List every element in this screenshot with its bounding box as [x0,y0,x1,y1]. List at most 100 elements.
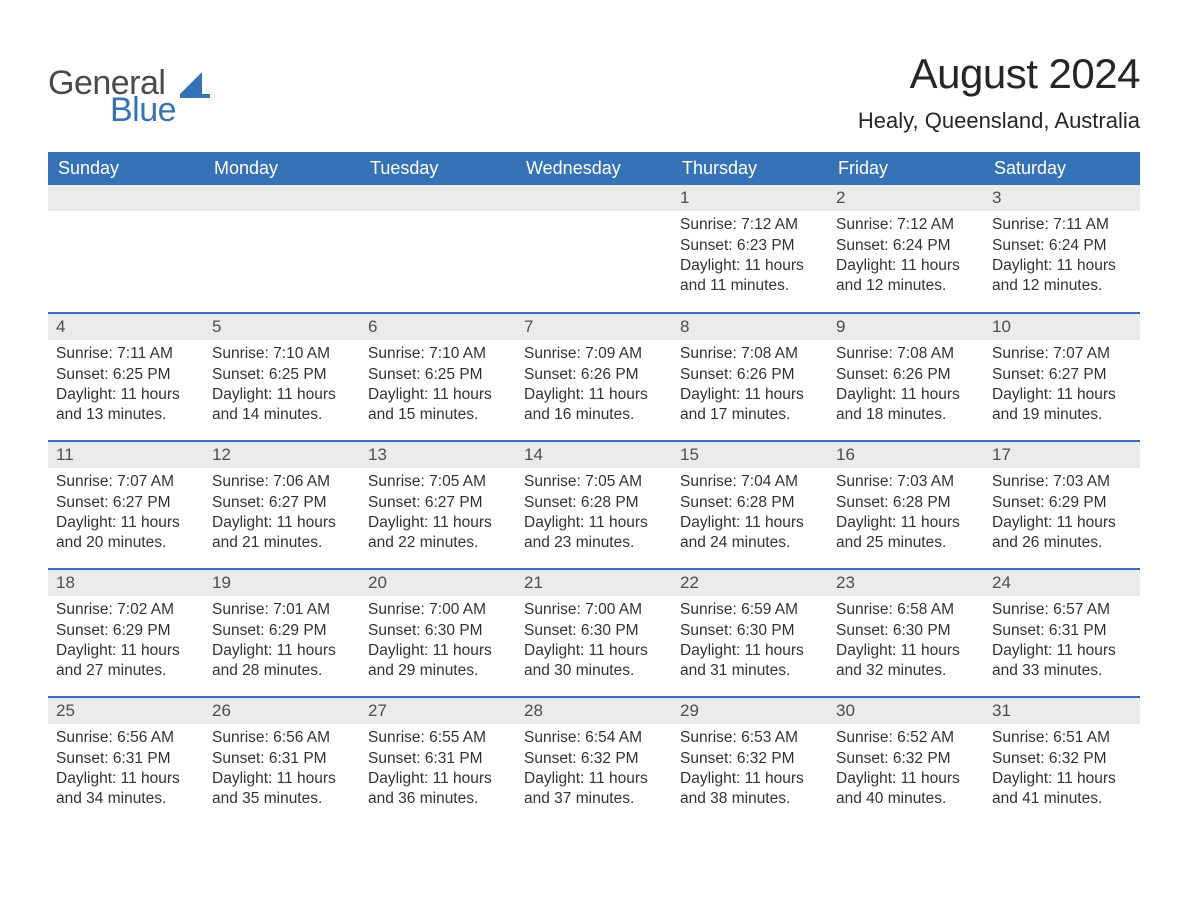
sunrise-line: Sunrise: 6:56 AM [212,728,352,748]
day-number: 25 [48,698,204,724]
day-number: 29 [672,698,828,724]
day-number: 1 [672,185,828,211]
sunset-line: Sunset: 6:30 PM [368,621,508,641]
calendar-empty-cell: . [204,185,360,313]
day-number: 31 [984,698,1140,724]
sunrise-line: Sunrise: 7:10 AM [368,344,508,364]
daylight-line: Daylight: 11 hours and 28 minutes. [212,641,352,682]
daylight-line: Daylight: 11 hours and 20 minutes. [56,513,196,554]
daylight-line: Daylight: 11 hours and 27 minutes. [56,641,196,682]
sunrise-line: Sunrise: 7:00 AM [524,600,664,620]
sail-icon [180,72,214,98]
day-details: Sunrise: 7:03 AMSunset: 6:28 PMDaylight:… [828,468,984,556]
calendar-week-row: 25Sunrise: 6:56 AMSunset: 6:31 PMDayligh… [48,697,1140,825]
calendar-week-row: ....1Sunrise: 7:12 AMSunset: 6:23 PMDayl… [48,185,1140,313]
day-number: 30 [828,698,984,724]
sunset-line: Sunset: 6:27 PM [368,493,508,513]
sunrise-line: Sunrise: 7:03 AM [992,472,1132,492]
brand-logo-text: General Blue [48,68,176,127]
daylight-line: Daylight: 11 hours and 33 minutes. [992,641,1132,682]
day-number: 7 [516,314,672,340]
sunrise-line: Sunrise: 7:08 AM [680,344,820,364]
daylight-line: Daylight: 11 hours and 31 minutes. [680,641,820,682]
day-number: 18 [48,570,204,596]
calendar-day-cell: 29Sunrise: 6:53 AMSunset: 6:32 PMDayligh… [672,697,828,825]
calendar-day-cell: 7Sunrise: 7:09 AMSunset: 6:26 PMDaylight… [516,313,672,441]
weekday-header: Tuesday [360,152,516,185]
month-title: August 2024 [858,50,1140,98]
calendar-day-cell: 13Sunrise: 7:05 AMSunset: 6:27 PMDayligh… [360,441,516,569]
sunset-line: Sunset: 6:29 PM [992,493,1132,513]
calendar-day-cell: 15Sunrise: 7:04 AMSunset: 6:28 PMDayligh… [672,441,828,569]
sunset-line: Sunset: 6:28 PM [680,493,820,513]
calendar-day-cell: 25Sunrise: 6:56 AMSunset: 6:31 PMDayligh… [48,697,204,825]
day-number: 28 [516,698,672,724]
day-details: Sunrise: 7:08 AMSunset: 6:26 PMDaylight:… [672,340,828,428]
sunset-line: Sunset: 6:29 PM [212,621,352,641]
weekday-header: Monday [204,152,360,185]
daylight-line: Daylight: 11 hours and 35 minutes. [212,769,352,810]
day-details: Sunrise: 7:12 AMSunset: 6:24 PMDaylight:… [828,211,984,299]
daylight-line: Daylight: 11 hours and 36 minutes. [368,769,508,810]
sunrise-line: Sunrise: 7:00 AM [368,600,508,620]
calendar-day-cell: 23Sunrise: 6:58 AMSunset: 6:30 PMDayligh… [828,569,984,697]
sunrise-line: Sunrise: 7:05 AM [368,472,508,492]
day-details: Sunrise: 7:10 AMSunset: 6:25 PMDaylight:… [204,340,360,428]
calendar-day-cell: 21Sunrise: 7:00 AMSunset: 6:30 PMDayligh… [516,569,672,697]
brand-logo: General Blue [48,50,214,127]
calendar-day-cell: 22Sunrise: 6:59 AMSunset: 6:30 PMDayligh… [672,569,828,697]
weekday-header-row: SundayMondayTuesdayWednesdayThursdayFrid… [48,152,1140,185]
sunset-line: Sunset: 6:30 PM [680,621,820,641]
day-number: 5 [204,314,360,340]
day-details: Sunrise: 6:51 AMSunset: 6:32 PMDaylight:… [984,724,1140,812]
day-details: Sunrise: 7:11 AMSunset: 6:24 PMDaylight:… [984,211,1140,299]
calendar-day-cell: 8Sunrise: 7:08 AMSunset: 6:26 PMDaylight… [672,313,828,441]
day-details: Sunrise: 6:52 AMSunset: 6:32 PMDaylight:… [828,724,984,812]
day-number: 20 [360,570,516,596]
sunset-line: Sunset: 6:25 PM [212,365,352,385]
calendar-day-cell: 26 Sunrise: 6:56 AMSunset: 6:31 PMDayligh… [204,697,360,825]
calendar-week-row: 11Sunrise: 7:07 AMSunset: 6:27 PMDayligh… [48,441,1140,569]
calendar-empty-cell: . [360,185,516,313]
sunset-line: Sunset: 6:27 PM [56,493,196,513]
calendar-day-cell: 20Sunrise: 7:00 AMSunset: 6:30 PMDayligh… [360,569,516,697]
day-number: 23 [828,570,984,596]
day-details: Sunrise: 7:04 AMSunset: 6:28 PMDaylight:… [672,468,828,556]
day-number: 26 [204,698,360,724]
sunrise-line: Sunrise: 7:12 AM [680,215,820,235]
sunset-line: Sunset: 6:26 PM [524,365,664,385]
calendar-day-cell: 1 Sunrise: 7:12 AMSunset: 6:23 PMDaylight… [672,185,828,313]
calendar-table: SundayMondayTuesdayWednesdayThursdayFrid… [48,152,1140,825]
sunset-line: Sunset: 6:31 PM [212,749,352,769]
sunset-line: Sunset: 6:24 PM [836,236,976,256]
sunrise-line: Sunrise: 7:11 AM [992,215,1132,235]
sunrise-line: Sunrise: 7:04 AM [680,472,820,492]
sunset-line: Sunset: 6:23 PM [680,236,820,256]
day-number: 4 [48,314,204,340]
daylight-line: Daylight: 11 hours and 13 minutes. [56,385,196,426]
sunset-line: Sunset: 6:31 PM [56,749,196,769]
calendar-day-cell: 6Sunrise: 7:10 AMSunset: 6:25 PMDaylight… [360,313,516,441]
daylight-line: Daylight: 11 hours and 24 minutes. [680,513,820,554]
daylight-line: Daylight: 11 hours and 32 minutes. [836,641,976,682]
daylight-line: Daylight: 11 hours and 41 minutes. [992,769,1132,810]
calendar-day-cell: 27Sunrise: 6:55 AMSunset: 6:31 PMDayligh… [360,697,516,825]
day-details: Sunrise: 7:08 AMSunset: 6:26 PMDaylight:… [828,340,984,428]
sunrise-line: Sunrise: 6:51 AM [992,728,1132,748]
daylight-line: Daylight: 11 hours and 12 minutes. [836,256,976,297]
daylight-line: Daylight: 11 hours and 22 minutes. [368,513,508,554]
sunrise-line: Sunrise: 7:01 AM [212,600,352,620]
day-details: Sunrise: 7:01 AMSunset: 6:29 PMDaylight:… [204,596,360,684]
day-number: 21 [516,570,672,596]
calendar-day-cell: 10Sunrise: 7:07 AMSunset: 6:27 PMDayligh… [984,313,1140,441]
daylight-line: Daylight: 11 hours and 11 minutes. [680,256,820,297]
weekday-header: Saturday [984,152,1140,185]
daylight-line: Daylight: 11 hours and 14 minutes. [212,385,352,426]
calendar-day-cell: 2Sunrise: 7:12 AMSunset: 6:24 PMDaylight… [828,185,984,313]
day-number: 8 [672,314,828,340]
sunrise-line: Sunrise: 6:57 AM [992,600,1132,620]
calendar-day-cell: 19Sunrise: 7:01 AMSunset: 6:29 PMDayligh… [204,569,360,697]
daylight-line: Daylight: 11 hours and 23 minutes. [524,513,664,554]
day-number: 22 [672,570,828,596]
sunset-line: Sunset: 6:32 PM [992,749,1132,769]
